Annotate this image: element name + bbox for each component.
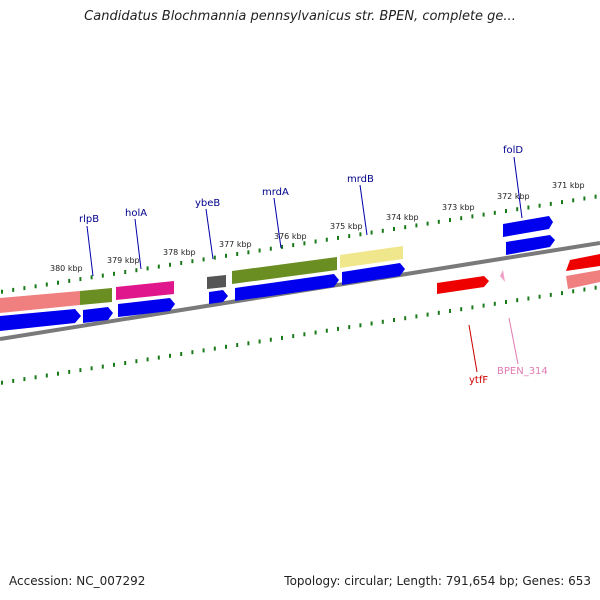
cds-arrow[interactable] — [0, 309, 81, 331]
gene-feature-khaki-mrdB[interactable] — [340, 246, 403, 268]
kbp-label: 375 kbp — [330, 222, 363, 231]
gene-label-BPEN_314[interactable]: BPEN_314 — [497, 366, 548, 377]
gene-feature-red-edge[interactable] — [566, 254, 600, 271]
gene-leader-lines — [86, 156, 523, 373]
kbp-label: 374 kbp — [386, 213, 419, 222]
cds-track — [0, 216, 555, 331]
gene-feature-red-ytfF[interactable] — [437, 276, 489, 294]
scale-labels: 380 kbp 379 kbp 378 kbp 377 kbp 376 kbp … — [50, 181, 585, 273]
kbp-label: 376 kbp — [274, 232, 307, 241]
kbp-label: 379 kbp — [107, 256, 140, 265]
gene-feature-salmon[interactable] — [0, 291, 80, 313]
gene-feature-magenta-holA[interactable] — [116, 281, 174, 300]
kbp-label: 371 kbp — [552, 181, 585, 190]
cds-arrow[interactable] — [209, 290, 228, 304]
cds-arrow[interactable] — [118, 298, 175, 317]
cds-arrow[interactable] — [342, 263, 405, 285]
gene-label-ybeB[interactable]: ybeB — [195, 198, 220, 209]
gene-track-top — [0, 246, 600, 313]
gene-feature-olive-rlpB[interactable] — [80, 288, 112, 305]
gene-feature-darkgray-ybeB[interactable] — [207, 275, 226, 289]
gene-label-holA[interactable]: holA — [125, 208, 147, 219]
cds-arrow[interactable] — [235, 274, 339, 301]
kbp-label: 378 kbp — [163, 248, 196, 257]
genome-summary: Topology: circular; Length: 791,654 bp; … — [284, 574, 591, 588]
cds-arrow[interactable] — [503, 216, 553, 237]
cds-arrow[interactable] — [83, 307, 113, 323]
scale-ticks-reverse — [1, 285, 597, 385]
gene-label-ytfF[interactable]: ytfF — [469, 375, 488, 386]
map-title: Candidatus Blochmannia pennsylvanicus st… — [84, 9, 516, 24]
gene-label-mrdB[interactable]: mrdB — [347, 174, 374, 185]
gene-labels: rlpB holA ybeB mrdA mrdB folD ytfF BPEN_… — [79, 145, 548, 386]
accession-text: Accession: NC_007292 — [9, 574, 146, 588]
gene-label-rlpB[interactable]: rlpB — [79, 214, 99, 225]
kbp-label: 380 kbp — [50, 264, 83, 273]
kbp-label: 372 kbp — [497, 192, 530, 201]
cds-arrow[interactable] — [506, 235, 555, 255]
gene-label-mrdA[interactable]: mrdA — [262, 187, 289, 198]
gene-feature-pink-BPEN_314[interactable] — [500, 270, 505, 282]
gene-feature-salmon-edge[interactable] — [566, 270, 600, 289]
scale-ticks-forward — [1, 194, 597, 294]
kbp-label: 373 kbp — [442, 203, 475, 212]
gene-feature-olive-mrdA[interactable] — [232, 257, 337, 284]
gene-label-folD[interactable]: folD — [503, 145, 523, 156]
kbp-label: 377 kbp — [219, 240, 252, 249]
